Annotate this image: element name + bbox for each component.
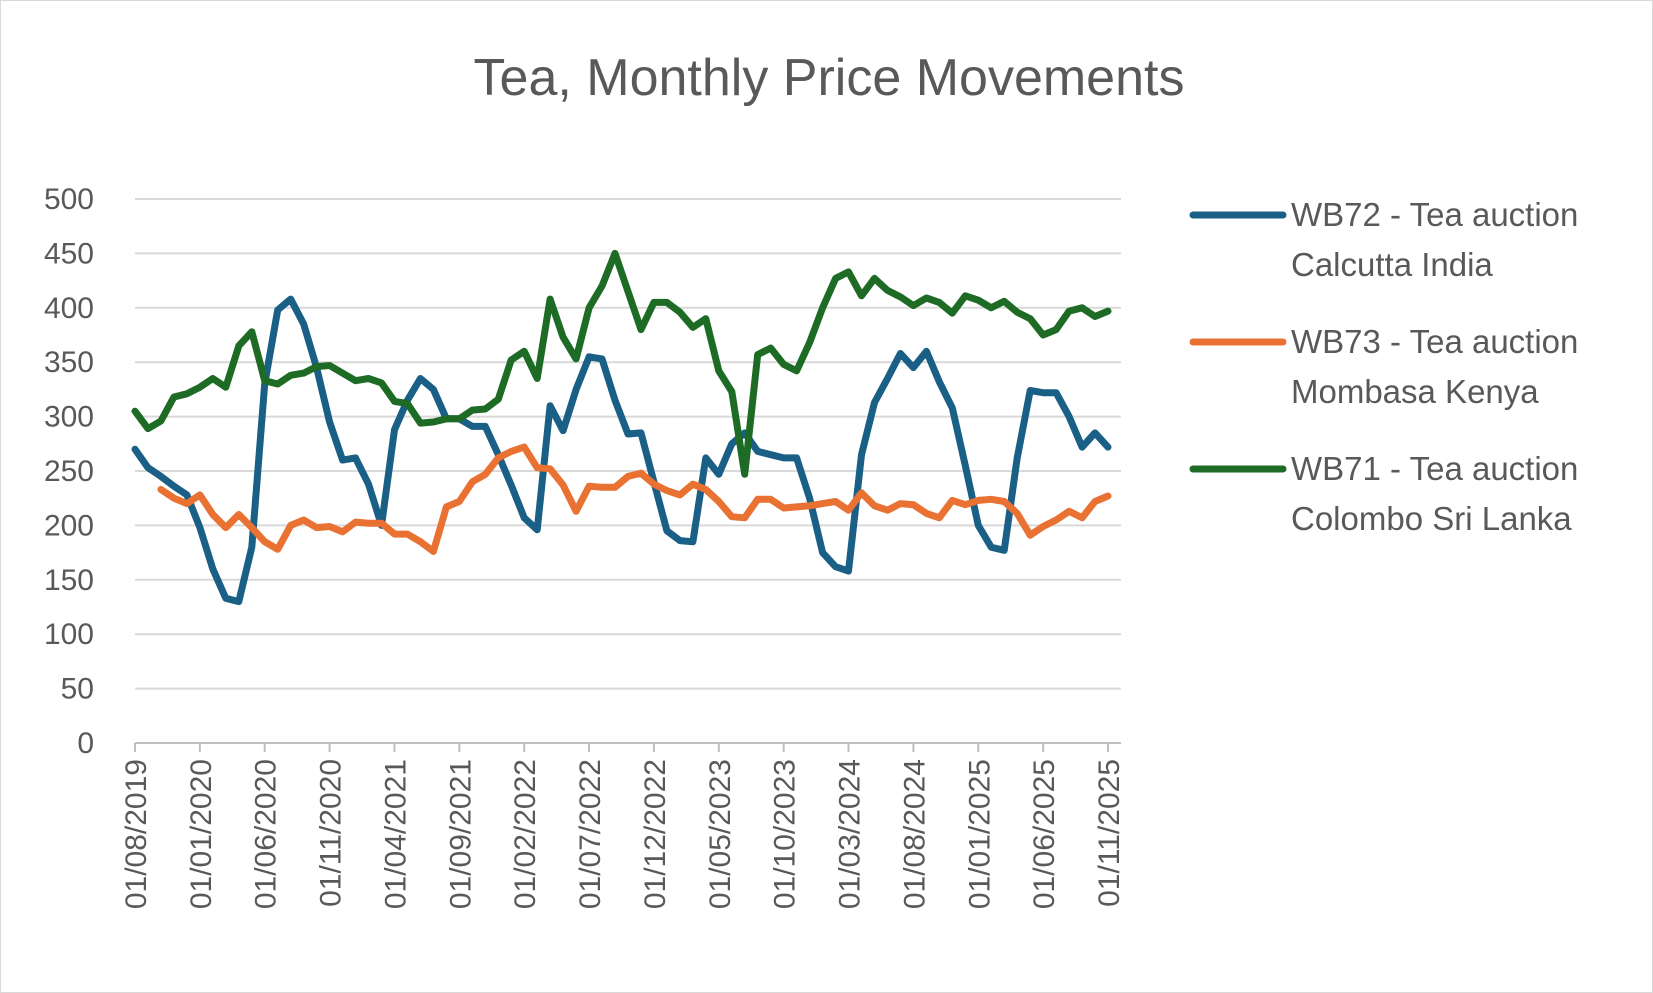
x-tick-label: 01/01/2025 bbox=[963, 759, 996, 909]
x-tick-label: 01/06/2025 bbox=[1028, 759, 1061, 909]
x-tick-label: 01/01/2020 bbox=[185, 759, 218, 909]
series-line-wb71 bbox=[131, 249, 1112, 478]
x-tick-label: 01/06/2020 bbox=[250, 759, 283, 909]
legend-entry: WB71 - Tea auction Colombo Sri Lanka bbox=[1189, 450, 1578, 537]
x-tick-label: 01/11/2020 bbox=[315, 759, 348, 907]
x-tick-label: 01/11/2025 bbox=[1093, 759, 1126, 907]
legend-entry: WB73 - Tea auction Mombasa Kenya bbox=[1189, 323, 1578, 410]
y-tick-label: 450 bbox=[44, 237, 94, 270]
y-tick-label: 500 bbox=[44, 183, 94, 216]
x-tick-label: 01/10/2023 bbox=[769, 759, 802, 909]
x-tick-label: 01/03/2024 bbox=[834, 759, 867, 909]
y-tick-label: 0 bbox=[77, 727, 94, 760]
y-tick-label: 50 bbox=[61, 673, 94, 706]
legend-label: WB71 - Tea auction bbox=[1291, 450, 1578, 487]
y-tick-label: 200 bbox=[44, 509, 94, 542]
x-tick-label: 01/12/2022 bbox=[639, 759, 672, 909]
gridlines bbox=[135, 198, 1121, 690]
y-tick-label: 100 bbox=[44, 618, 94, 651]
x-tick-label: 01/07/2022 bbox=[574, 759, 607, 909]
legend-label: Colombo Sri Lanka bbox=[1291, 500, 1572, 537]
x-tick-label: 01/02/2022 bbox=[509, 759, 542, 909]
legend-label: Calcutta India bbox=[1291, 246, 1493, 283]
legend-label: Mombasa Kenya bbox=[1291, 373, 1539, 410]
legend-label: WB73 - Tea auction bbox=[1291, 323, 1578, 360]
y-tick-label: 400 bbox=[44, 292, 94, 325]
x-tick-label: 01/08/2024 bbox=[898, 759, 931, 909]
x-tick-label: 01/04/2021 bbox=[379, 759, 412, 909]
x-tick-label: 01/05/2023 bbox=[704, 759, 737, 909]
y-tick-label: 150 bbox=[44, 564, 94, 597]
legend: WB72 - Tea auction Calcutta India WB73 - T… bbox=[1189, 196, 1578, 537]
x-tick-label: 01/09/2021 bbox=[444, 759, 477, 909]
x-axis: 01/08/2019 01/01/2020 01/06/2020 01/11/2020… bbox=[120, 742, 1126, 909]
y-axis-tick-labels: 0 50 100 150 200 250 300 350 400 450 500 bbox=[44, 183, 94, 760]
y-tick-label: 350 bbox=[44, 346, 94, 379]
chart-title: Tea, Monthly Price Movements bbox=[474, 49, 1185, 107]
x-tick-label: 01/08/2019 bbox=[120, 759, 153, 909]
legend-label: WB72 - Tea auction bbox=[1291, 196, 1578, 233]
series-line-wb72 bbox=[131, 295, 1112, 606]
y-tick-label: 250 bbox=[44, 455, 94, 488]
y-tick-label: 300 bbox=[44, 401, 94, 434]
series-lines bbox=[131, 249, 1112, 606]
series-line-wb73 bbox=[157, 443, 1112, 555]
legend-entry: WB72 - Tea auction Calcutta India bbox=[1189, 196, 1578, 283]
